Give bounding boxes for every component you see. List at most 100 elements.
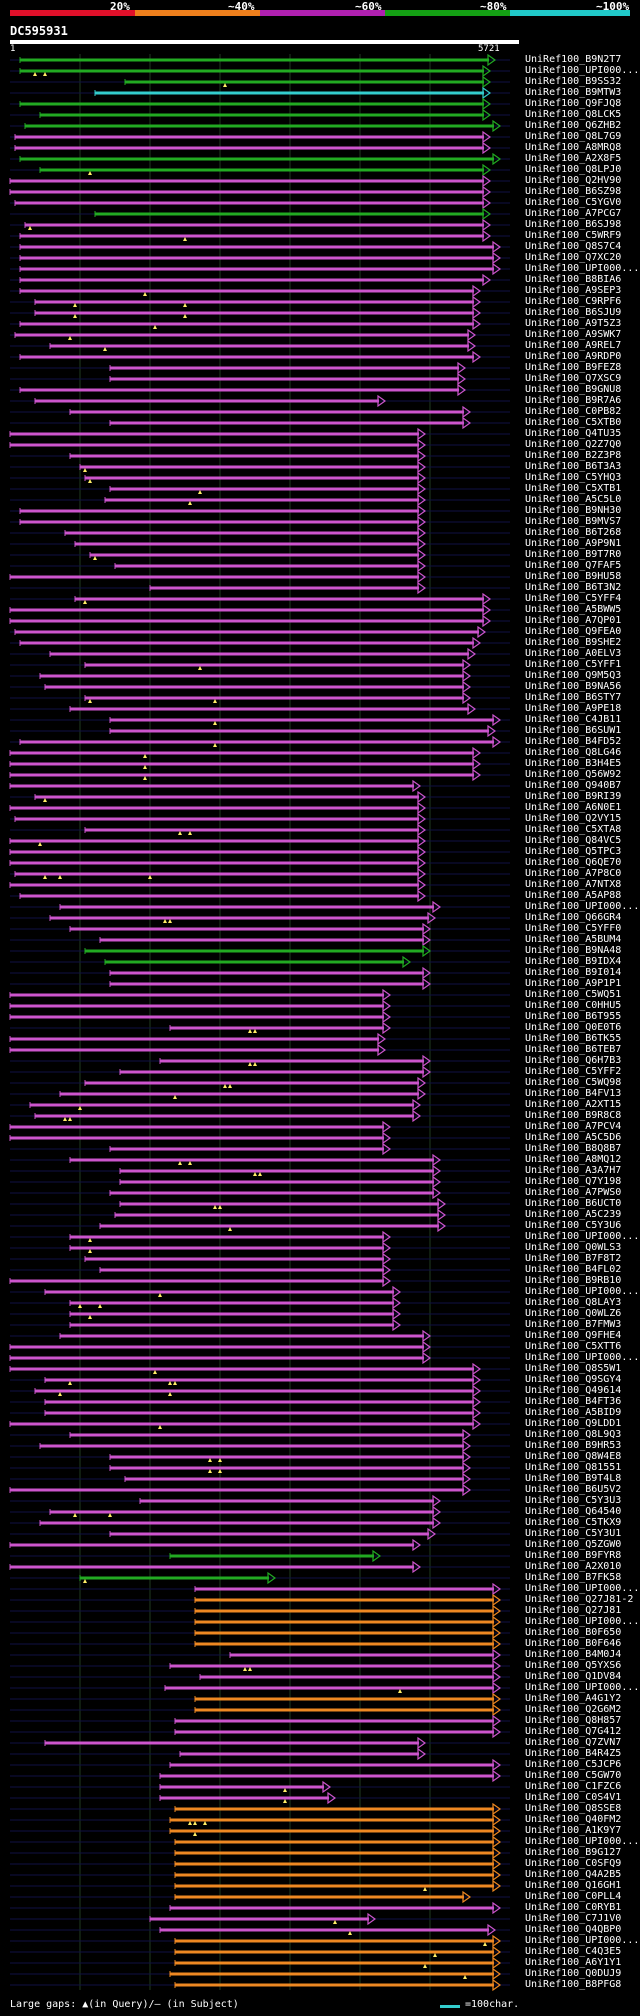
hit-name[interactable]: UniRef100_C5WRF9 bbox=[525, 230, 622, 241]
hit-name[interactable]: UniRef100_C0HHU5 bbox=[525, 1000, 622, 1011]
hit-name[interactable]: UniRef100_B0F650 bbox=[525, 1627, 622, 1638]
hit-name[interactable]: UniRef100_Q40FM2 bbox=[525, 1814, 622, 1825]
hit-name[interactable]: UniRef100_Q8LAY3 bbox=[525, 1297, 622, 1308]
hit-name[interactable]: UniRef100_A5C5L0 bbox=[525, 494, 622, 505]
hit-name[interactable]: UniRef100_Q27J81 bbox=[525, 1605, 622, 1616]
hit-name[interactable]: UniRef100_A5BID9 bbox=[525, 1407, 622, 1418]
hit-name[interactable]: UniRef100_A9RDP0 bbox=[525, 351, 622, 362]
hit-name[interactable]: UniRef100_A5C5D6 bbox=[525, 1132, 622, 1143]
hit-name[interactable]: UniRef100_B4FV13 bbox=[525, 1088, 622, 1099]
hit-name[interactable]: UniRef100_A9P1P1 bbox=[525, 978, 622, 989]
hit-name[interactable]: UniRef100_C5XTA8 bbox=[525, 824, 622, 835]
hit-name[interactable]: UniRef100_Q0E0T6 bbox=[525, 1022, 622, 1033]
hit-name[interactable]: UniRef100_A4G1Y2 bbox=[525, 1693, 622, 1704]
hit-name[interactable]: UniRef100_Q7XC20 bbox=[525, 252, 622, 263]
hit-name[interactable]: UniRef100_B4FD52 bbox=[525, 736, 622, 747]
hit-name[interactable]: UniRef100_C5YGV0 bbox=[525, 197, 622, 208]
hit-name[interactable]: UniRef100_Q8S5W1 bbox=[525, 1363, 622, 1374]
hit-name[interactable]: UniRef100_C5Y3U3 bbox=[525, 1495, 622, 1506]
hit-name[interactable]: UniRef100_A0ELV3 bbox=[525, 648, 622, 659]
hit-name[interactable]: UniRef100_Q8S7C4 bbox=[525, 241, 622, 252]
hit-name[interactable]: UniRef100_C1FZC6 bbox=[525, 1781, 622, 1792]
hit-name[interactable]: UniRef100_UPI000... bbox=[525, 263, 640, 274]
hit-name[interactable]: UniRef100_Q5ZGW0 bbox=[525, 1539, 622, 1550]
hit-name[interactable]: UniRef100_C5TKX9 bbox=[525, 1517, 622, 1528]
hit-name[interactable]: UniRef100_B7F8T2 bbox=[525, 1253, 622, 1264]
hit-name[interactable]: UniRef100_A7P8C0 bbox=[525, 868, 622, 879]
hit-name[interactable]: UniRef100_B6UCT0 bbox=[525, 1198, 622, 1209]
hit-name[interactable]: UniRef100_UPI000... bbox=[525, 1583, 640, 1594]
hit-name[interactable]: UniRef100_Q7Y198 bbox=[525, 1176, 622, 1187]
hit-name[interactable]: UniRef100_Q27J81-2 bbox=[525, 1594, 634, 1605]
hit-name[interactable]: UniRef100_Q5YXS6 bbox=[525, 1660, 622, 1671]
hit-name[interactable]: UniRef100_C9RPF6 bbox=[525, 296, 622, 307]
hit-name[interactable]: UniRef100_Q4QBP0 bbox=[525, 1924, 622, 1935]
hit-name[interactable]: UniRef100_Q0WLS3 bbox=[525, 1242, 622, 1253]
hit-name[interactable]: UniRef100_Q64540 bbox=[525, 1506, 622, 1517]
hit-name[interactable]: UniRef100_B6T3A3 bbox=[525, 461, 622, 472]
hit-name[interactable]: UniRef100_A2X010 bbox=[525, 1561, 622, 1572]
hit-name[interactable]: UniRef100_B9GNU8 bbox=[525, 384, 622, 395]
hit-name[interactable]: UniRef100_Q8W4E8 bbox=[525, 1451, 622, 1462]
hit-name[interactable]: UniRef100_B9MTW3 bbox=[525, 87, 622, 98]
hit-name[interactable]: UniRef100_UPI000... bbox=[525, 1352, 640, 1363]
hit-name[interactable]: UniRef100_Q8LG46 bbox=[525, 747, 622, 758]
hit-name[interactable]: UniRef100_Q0WLZ6 bbox=[525, 1308, 622, 1319]
hit-name[interactable]: UniRef100_Q6H7B3 bbox=[525, 1055, 622, 1066]
hit-name[interactable]: UniRef100_Q7G412 bbox=[525, 1726, 622, 1737]
hit-name[interactable]: UniRef100_B9HR53 bbox=[525, 1440, 622, 1451]
hit-name[interactable]: UniRef100_Q4TU35 bbox=[525, 428, 622, 439]
hit-name[interactable]: UniRef100_C0PLL4 bbox=[525, 1891, 622, 1902]
hit-name[interactable]: UniRef100_Q2G6M2 bbox=[525, 1704, 622, 1715]
hit-name[interactable]: UniRef100_A6Y1Y1 bbox=[525, 1957, 622, 1968]
hit-name[interactable]: UniRef100_B9R8C8 bbox=[525, 1110, 622, 1121]
hit-name[interactable]: UniRef100_B7FMW3 bbox=[525, 1319, 622, 1330]
hit-name[interactable]: UniRef100_A7QP01 bbox=[525, 615, 622, 626]
hit-name[interactable]: UniRef100_B6SUW1 bbox=[525, 725, 622, 736]
hit-name[interactable]: UniRef100_C5GW70 bbox=[525, 1770, 622, 1781]
hit-name[interactable]: UniRef100_C5JCP6 bbox=[525, 1759, 622, 1770]
hit-name[interactable]: UniRef100_B6U5V2 bbox=[525, 1484, 622, 1495]
hit-name[interactable]: UniRef100_A5C239 bbox=[525, 1209, 622, 1220]
hit-name[interactable]: UniRef100_A8MRQ8 bbox=[525, 142, 622, 153]
hit-name[interactable]: UniRef100_C5YFF2 bbox=[525, 1066, 622, 1077]
hit-name[interactable]: UniRef100_Q8H857 bbox=[525, 1715, 622, 1726]
hit-name[interactable]: UniRef100_UPI000... bbox=[525, 1836, 640, 1847]
hit-name[interactable]: UniRef100_A1K9Y7 bbox=[525, 1825, 622, 1836]
hit-name[interactable]: UniRef100_B8PFG8 bbox=[525, 1979, 622, 1990]
hit-name[interactable]: UniRef100_A7PCG7 bbox=[525, 208, 622, 219]
hit-name[interactable]: UniRef100_Q8LPJ0 bbox=[525, 164, 622, 175]
hit-name[interactable]: UniRef100_A7PWS0 bbox=[525, 1187, 622, 1198]
hit-name[interactable]: UniRef100_B9SHE2 bbox=[525, 637, 622, 648]
hit-name[interactable]: UniRef100_C5Y3U1 bbox=[525, 1528, 622, 1539]
hit-name[interactable]: UniRef100_B4R4Z5 bbox=[525, 1748, 622, 1759]
hit-name[interactable]: UniRef100_C5XTT6 bbox=[525, 1341, 622, 1352]
hit-name[interactable]: UniRef100_Q9LDD1 bbox=[525, 1418, 622, 1429]
hit-name[interactable]: UniRef100_Q7FAF5 bbox=[525, 560, 622, 571]
hit-name[interactable]: UniRef100_B6TK55 bbox=[525, 1033, 622, 1044]
hit-name[interactable]: UniRef100_UPI000... bbox=[525, 1682, 640, 1693]
hit-name[interactable]: UniRef100_B9FYR8 bbox=[525, 1550, 622, 1561]
hit-name[interactable]: UniRef100_C5YHQ3 bbox=[525, 472, 622, 483]
hit-name[interactable]: UniRef100_Q2HV90 bbox=[525, 175, 622, 186]
hit-name[interactable]: UniRef100_Q9SGY4 bbox=[525, 1374, 622, 1385]
hit-name[interactable]: UniRef100_Q2Z7Q0 bbox=[525, 439, 622, 450]
hit-name[interactable]: UniRef100_B9NA48 bbox=[525, 945, 622, 956]
hit-name[interactable]: UniRef100_C0PB82 bbox=[525, 406, 622, 417]
hit-name[interactable]: UniRef100_Q8L9Q3 bbox=[525, 1429, 622, 1440]
hit-name[interactable]: UniRef100_C5YFF1 bbox=[525, 659, 622, 670]
hit-name[interactable]: UniRef100_B9G127 bbox=[525, 1847, 622, 1858]
hit-name[interactable]: UniRef100_B9SS32 bbox=[525, 76, 622, 87]
hit-name[interactable]: UniRef100_Q940B7 bbox=[525, 780, 622, 791]
hit-name[interactable]: UniRef100_C7J1V0 bbox=[525, 1913, 622, 1924]
hit-name[interactable]: UniRef100_B9HU58 bbox=[525, 571, 622, 582]
hit-name[interactable]: UniRef100_B4FT36 bbox=[525, 1396, 622, 1407]
hit-name[interactable]: UniRef100_Q8LCK5 bbox=[525, 109, 622, 120]
hit-name[interactable]: UniRef100_Q66GR4 bbox=[525, 912, 622, 923]
hit-name[interactable]: UniRef100_A9PE18 bbox=[525, 703, 622, 714]
hit-name[interactable]: UniRef100_A2XT15 bbox=[525, 1099, 622, 1110]
hit-name[interactable]: UniRef100_B9MVS7 bbox=[525, 516, 622, 527]
hit-name[interactable]: UniRef100_B4M0J4 bbox=[525, 1649, 622, 1660]
hit-name[interactable]: UniRef100_Q9M5Q3 bbox=[525, 670, 622, 681]
hit-name[interactable]: UniRef100_Q9FEA0 bbox=[525, 626, 622, 637]
